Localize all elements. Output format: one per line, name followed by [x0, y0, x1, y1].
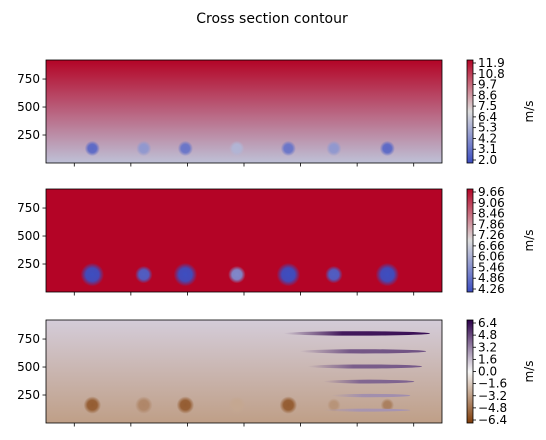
contour-feature-band	[283, 331, 431, 336]
colorbar-tick-label: 3.1	[478, 142, 497, 156]
colorbar-tick-label: 6.4	[478, 110, 497, 124]
y-tick-label: 250	[17, 128, 40, 142]
colorbar-tick-label: 6.66	[478, 239, 505, 253]
contour-feature-circle	[379, 140, 395, 157]
colorbar-tick-label: 0.0	[478, 365, 497, 379]
contour-feature-circle	[80, 262, 105, 287]
y-tick-label: 750	[17, 332, 40, 346]
figure-title: Cross section contour	[196, 11, 348, 27]
contour-feature-band	[331, 393, 411, 398]
y-tick-label: 750	[17, 201, 40, 215]
contour-feature-band	[307, 364, 423, 369]
colorbar-tick-label: 5.3	[478, 121, 497, 135]
colorbar	[466, 59, 474, 164]
contour-feature-circle	[228, 265, 246, 284]
contour-feature-band	[323, 379, 415, 384]
colorbar-tick-label: 9.66	[478, 185, 505, 199]
colorbar-tick-label: 9.7	[478, 78, 497, 92]
contour-feature-circle	[325, 265, 343, 284]
y-tick-label: 250	[17, 257, 40, 271]
contour-feature-circle	[279, 396, 298, 414]
contour-feature-circle	[326, 140, 342, 157]
contour-feature-circle	[135, 265, 153, 284]
y-tick-label: 750	[17, 72, 40, 86]
contour-feature-circle	[327, 398, 341, 412]
colorbar-tick-label: 2.0	[478, 153, 497, 167]
panel-2: 250 500 750 4.264.865.466.066.667.267.868.4…	[17, 185, 536, 296]
y-tick-label: 250	[17, 388, 40, 402]
contour-feature-band	[299, 349, 427, 354]
colorbar-tick-label: 7.26	[478, 228, 505, 242]
contour-feature-circle	[228, 396, 246, 414]
colorbar	[466, 319, 474, 424]
colorbar-tick-label: 9.06	[478, 196, 505, 210]
colorbar-tick-label: 6.4	[478, 316, 497, 330]
colorbar-tick-label: 4.8	[478, 328, 497, 342]
y-tick-label: 500	[17, 229, 40, 243]
colorbar	[466, 188, 474, 293]
colorbar-tick-label: −3.2	[478, 389, 507, 403]
contour-feature-circle	[375, 262, 400, 287]
contour-feature-circle	[84, 140, 100, 157]
contour-feature-circle	[173, 262, 198, 287]
contour-feature-circle	[83, 396, 102, 414]
colorbar-tick-label: −4.8	[478, 401, 507, 415]
contour-feature-circle	[380, 398, 395, 412]
colorbar-tick-label: 6.06	[478, 250, 505, 264]
colorbar-tick-label: 10.8	[478, 67, 505, 81]
colorbar-tick-label: 7.86	[478, 217, 505, 231]
colorbar-tick-label: 8.6	[478, 88, 497, 102]
y-tick-label: 500	[17, 360, 40, 374]
colorbar-tick-label: 4.2	[478, 131, 497, 145]
contour-feature-band	[323, 408, 411, 412]
contour-feature-circle	[136, 140, 152, 157]
colorbar-label: m/s	[522, 361, 536, 383]
colorbar-tick-label: 1.6	[478, 352, 497, 366]
contour-feature-circle	[276, 262, 301, 287]
contour-feature-circle	[280, 140, 296, 157]
colorbar-tick-label: 4.26	[478, 282, 505, 296]
colorbar-tick-label: −1.6	[478, 377, 507, 391]
contour-feature-circle	[176, 396, 195, 414]
colorbar-tick-label: 3.2	[478, 340, 497, 354]
panel-3: 250 500 750 6.44.83.21.60.0−1.6−3.2−4.8−6.4…	[17, 316, 536, 427]
contour-feature-circle	[229, 140, 245, 157]
colorbar-label: m/s	[522, 230, 536, 252]
contour-feature-circle	[135, 396, 153, 414]
contour-feature-circle	[177, 140, 194, 157]
colorbar-tick-label: 11.9	[478, 56, 505, 70]
colorbar-tick-label: −6.4	[478, 413, 507, 427]
colorbar-tick-label: 7.5	[478, 99, 497, 113]
colorbar-tick-label: 5.46	[478, 260, 505, 274]
y-tick-label: 500	[17, 100, 40, 114]
colorbar-tick-label: 4.86	[478, 271, 505, 285]
panel-1: 250 500 750 2.03.14.25.36.47.58.69.710.811.…	[17, 56, 536, 167]
colorbar-label: m/s	[522, 101, 536, 123]
colorbar-tick-label: 8.46	[478, 207, 505, 221]
